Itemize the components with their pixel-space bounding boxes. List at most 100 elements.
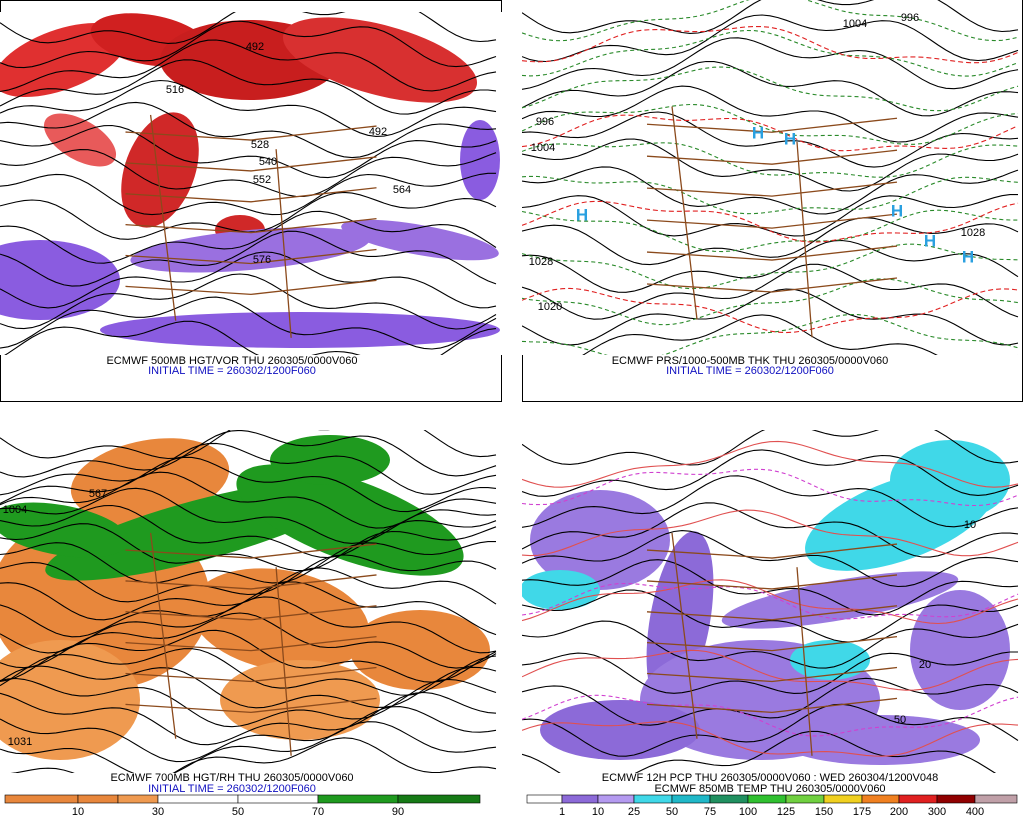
contour-line	[0, 648, 497, 696]
map-panel: 567 1004 1031	[0, 430, 502, 773]
map-panel: 492 516 528 540 552 564 576 492	[0, 12, 502, 355]
colorbar-segment	[317, 794, 399, 804]
colorbar-label: 150	[815, 806, 833, 818]
map-panel: 1004 996 996 1004 1028 1020 1028 H H H H H H	[522, 0, 1022, 355]
contour-line	[522, 468, 1019, 507]
colorbar-label: 10	[592, 806, 604, 818]
contour-line	[522, 530, 1019, 588]
contour-line	[4, 320, 497, 355]
contour-line	[0, 20, 497, 69]
field-shading	[0, 240, 120, 320]
contour-line	[522, 0, 1019, 34]
contour-label: 576	[253, 254, 271, 266]
contour-line	[0, 706, 497, 763]
contour-label: 1020	[538, 301, 562, 313]
contour-line	[522, 579, 1019, 625]
high-marker: H	[576, 205, 588, 224]
colorbar-segment	[157, 794, 239, 804]
contour-label: 492	[369, 126, 387, 138]
field-shading	[0, 502, 130, 558]
field-shading	[790, 640, 870, 680]
colorbar-segment	[747, 794, 787, 804]
contour-label: 10	[964, 519, 976, 531]
contour-line	[522, 559, 1019, 616]
contour-line	[0, 430, 497, 478]
colorbar-segment	[974, 794, 1018, 804]
high-marker: H	[924, 231, 936, 250]
high-marker: H	[752, 123, 764, 142]
colorbar-segment	[936, 794, 976, 804]
political-boundary	[646, 106, 898, 338]
contour-label: 1028	[529, 256, 553, 268]
contour-line	[522, 25, 1019, 64]
contour-label: 1004	[3, 504, 27, 516]
panel-caption: ECMWF 500MB HGT/VOR THU 260305/0000V060	[106, 355, 357, 367]
colorbar-label: 100	[739, 806, 757, 818]
contour-line	[522, 103, 1019, 145]
panel-caption: INITIAL TIME = 260302/1200F060	[148, 365, 316, 377]
contour-line	[0, 554, 497, 603]
contour-line	[522, 449, 1019, 497]
contour-line	[0, 487, 497, 544]
contour-line	[0, 149, 497, 198]
contour-line	[0, 504, 497, 559]
field-shading	[100, 312, 500, 348]
contour-line	[0, 456, 497, 513]
colorbar-label: 75	[704, 806, 716, 818]
contour-line	[522, 209, 1019, 253]
contour-line	[0, 541, 496, 584]
contour-line	[522, 114, 1019, 152]
contour-line	[522, 440, 1019, 488]
contour-line	[0, 430, 497, 460]
contour-label: 1028	[961, 227, 985, 239]
contour-line	[0, 677, 497, 728]
contour-line	[522, 278, 1019, 326]
colorbar-label: 125	[777, 806, 795, 818]
contour-line	[522, 29, 1019, 77]
contour-line	[0, 612, 497, 669]
contour-line	[522, 175, 1019, 215]
contour-line	[0, 251, 497, 309]
colorbar-segment	[397, 794, 481, 804]
colorbar-label: 175	[853, 806, 871, 818]
panel-caption: ECMWF 12H PCP THU 260305/0000V060 : WED …	[602, 772, 939, 784]
panel-caption: INITIAL TIME = 260302/1200F060	[148, 783, 316, 795]
contour-line	[0, 721, 497, 773]
contour-line	[522, 14, 1019, 63]
colorbar-segment	[597, 794, 635, 804]
panel-caption: INITIAL TIME = 260302/1200F060	[666, 365, 834, 377]
contour-line	[0, 665, 497, 709]
contour-line	[522, 509, 1019, 557]
contour-line	[522, 649, 1019, 691]
contour-line	[522, 0, 1019, 42]
contour-line	[0, 59, 497, 115]
contour-label: 1004	[843, 18, 867, 30]
field-shading	[341, 219, 499, 261]
contour-line	[522, 721, 1019, 757]
contour-label: 516	[166, 84, 184, 96]
contour-line	[522, 66, 1019, 112]
contour-line	[522, 166, 1019, 215]
field-shading	[350, 610, 490, 690]
contour-line	[522, 313, 1019, 355]
contour-line	[0, 79, 497, 137]
contour-label: 20	[919, 659, 931, 671]
colorbar-segment	[237, 794, 319, 804]
political-boundary	[125, 114, 377, 338]
contour-line	[522, 694, 1019, 737]
contour-label: 564	[393, 184, 411, 196]
political-boundary	[125, 532, 377, 756]
contour-label: 50	[894, 714, 906, 726]
contour-line	[0, 230, 497, 287]
contour-line	[0, 210, 497, 264]
contour-label: 1004	[531, 142, 555, 154]
colorbar-segment	[898, 794, 938, 804]
colorbar-segment	[861, 794, 900, 804]
contour-line	[522, 677, 1019, 726]
field-shading	[721, 571, 959, 629]
field-shading	[70, 438, 230, 522]
panel-caption: ECMWF 850MB TEMP THU 260305/0000V060	[654, 783, 885, 795]
contour-line	[522, 85, 1019, 143]
colorbar-segment	[633, 794, 673, 804]
